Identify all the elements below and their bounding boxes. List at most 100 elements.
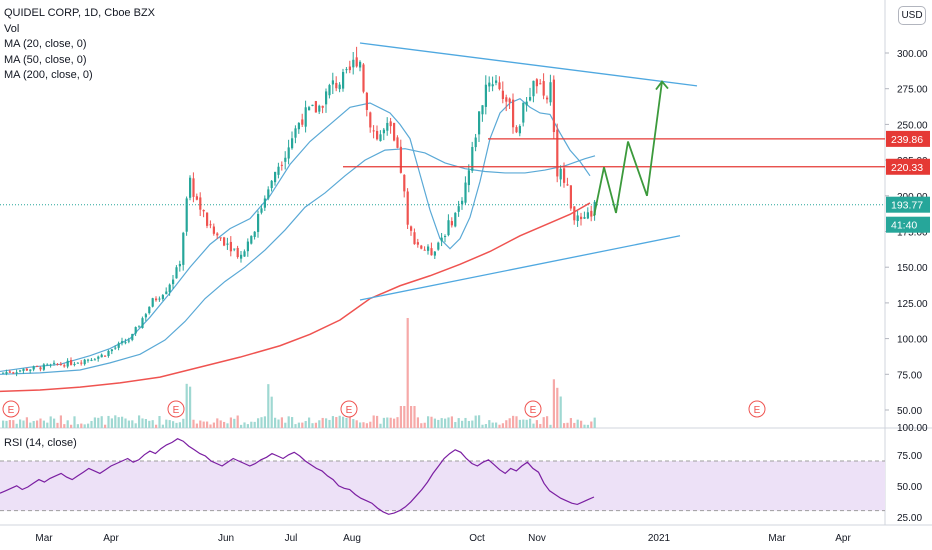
candle [416, 238, 419, 248]
candle-body [192, 178, 195, 197]
candle-body [559, 168, 562, 180]
candle-body [467, 170, 470, 186]
candle [240, 250, 243, 263]
candle [532, 80, 535, 103]
candle [284, 151, 287, 170]
candle-body [311, 104, 314, 107]
earnings-label: E [530, 405, 537, 416]
candle-body [590, 210, 593, 217]
volume-bar [413, 406, 416, 428]
candle-body [308, 107, 311, 111]
volume-bar [274, 417, 277, 428]
rsi-pane[interactable]: 75.00 50.00 25.00 [0, 438, 922, 524]
rsi-title[interactable]: RSI (14, close) [4, 437, 77, 449]
candle [345, 67, 348, 74]
volume-bar [294, 424, 297, 428]
volume-bar [471, 420, 474, 428]
candle [450, 217, 453, 228]
currency-button[interactable]: USD [898, 6, 926, 25]
price-tick-label: 75.00 [897, 370, 922, 381]
volume-bar [484, 424, 487, 428]
volume-bar [226, 423, 229, 428]
candle [559, 165, 562, 187]
indicator-vol[interactable]: Vol [4, 22, 20, 35]
candle [590, 205, 593, 222]
drawings[interactable] [343, 42, 885, 301]
volume-bar [512, 415, 515, 428]
candle-body [2, 372, 5, 374]
candle [274, 171, 277, 186]
volume-bar [386, 417, 389, 428]
candle-body [175, 267, 178, 279]
symbol-title[interactable]: QUIDEL CORP, 1D, Cboe BZX [4, 7, 155, 19]
candle-body [447, 220, 450, 236]
candle-body [423, 249, 426, 251]
candle [566, 177, 569, 186]
candle [359, 60, 362, 72]
candlesticks[interactable] [2, 46, 596, 377]
candle-body [325, 91, 328, 105]
candle [335, 76, 338, 92]
candle-body [5, 372, 8, 374]
candle [474, 133, 477, 152]
candle [481, 105, 484, 122]
volume-bar [450, 416, 453, 428]
indicator-ma50[interactable]: MA (50, close, 0) [4, 53, 87, 66]
volume-bar [216, 418, 219, 428]
time-tick-label: Jul [285, 533, 298, 544]
candle-body [338, 84, 341, 90]
candle-body [396, 137, 399, 148]
candle-body [253, 231, 256, 237]
candle-body [522, 102, 525, 123]
candle [573, 206, 576, 225]
candle-body [586, 212, 589, 219]
time-axis[interactable]: Mar Apr Jun Jul Aug Oct Nov 2021 Mar Apr [35, 533, 851, 544]
volume-bar [90, 420, 93, 428]
indicator-ma20[interactable]: MA (20, close, 0) [4, 38, 87, 50]
price-axis[interactable]: 300.00275.00250.00225.00200.00175.00150.… [885, 49, 928, 434]
candle-body [56, 363, 59, 365]
price-label-box [886, 158, 930, 175]
candle [539, 79, 542, 85]
volume-bar [325, 418, 328, 428]
volume-bar [97, 417, 100, 428]
candle-body [556, 129, 559, 177]
volume-bar [185, 383, 188, 428]
volume-bar [131, 420, 134, 428]
volume-bar [546, 416, 549, 428]
candle [437, 241, 440, 251]
candle [478, 111, 481, 143]
volume-bar [114, 415, 117, 428]
candle-body [185, 198, 188, 232]
volume-bar [573, 422, 576, 428]
volume-bar [189, 386, 192, 428]
volume-bar [287, 416, 290, 428]
indicator-ma200[interactable]: MA (200, close, 0) [4, 69, 93, 81]
volume-bar [318, 420, 321, 428]
candle-body [478, 111, 481, 135]
volume-bar [447, 417, 450, 428]
volume-bar [100, 416, 103, 428]
candle-body [80, 362, 83, 364]
earnings-label: E [346, 405, 353, 416]
candle [325, 88, 328, 113]
candle [110, 349, 113, 355]
candle-body [270, 180, 273, 189]
candle-body [583, 217, 586, 219]
candle-body [257, 214, 260, 232]
candle [525, 97, 528, 112]
candle [389, 117, 392, 134]
candle-body [321, 105, 324, 108]
candle-body [53, 362, 56, 364]
candle-body [495, 80, 498, 83]
candle-body [379, 134, 382, 142]
candle-body [233, 248, 236, 250]
candle [386, 117, 389, 136]
candle [53, 360, 56, 366]
volume-bar [461, 420, 464, 428]
candle [87, 358, 90, 363]
volume-bar [66, 420, 69, 428]
ma-line-200 [0, 202, 591, 393]
